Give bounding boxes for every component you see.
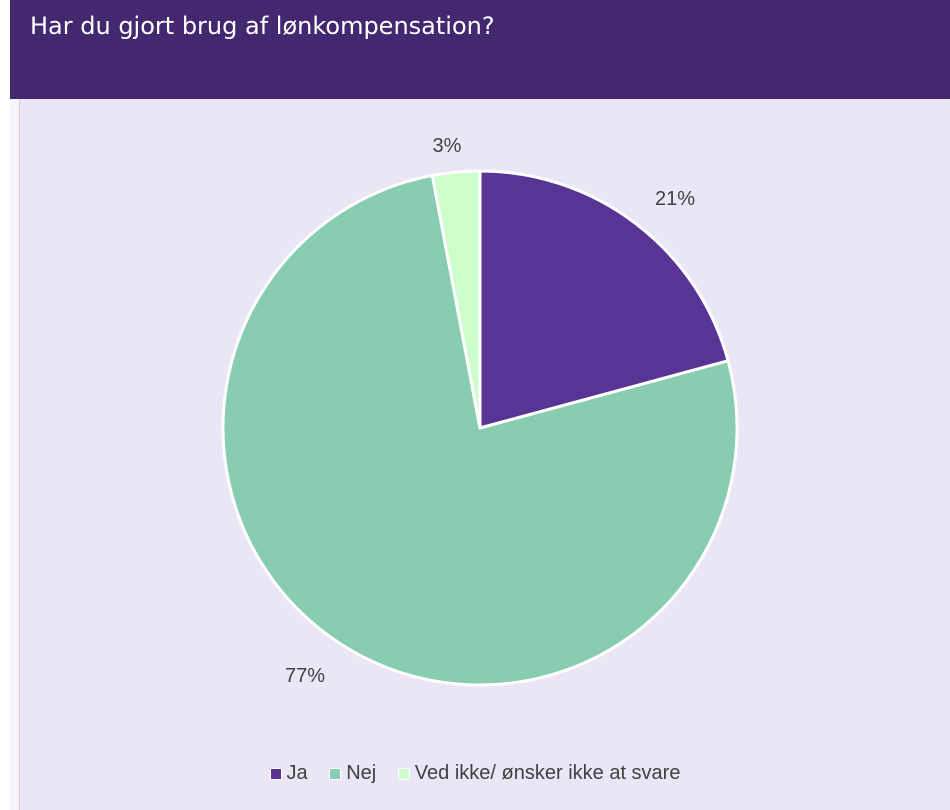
pie-slices xyxy=(221,169,739,687)
legend-item-ja: Ja xyxy=(269,762,308,785)
pie-slice-ja xyxy=(478,169,730,430)
chart-title: Har du gjort brug af lønkompensation? xyxy=(30,12,495,40)
side-strip xyxy=(10,99,19,810)
pie-slice-ved-ikke xyxy=(430,169,482,430)
legend-item-nej: Nej xyxy=(329,762,376,785)
legend-swatch-nej xyxy=(329,767,342,780)
data-label-nej: 77% xyxy=(285,665,325,687)
legend-swatch-ja xyxy=(269,767,282,780)
pie-slice-nej xyxy=(221,173,739,687)
legend-item-ved-ikke: Ved ikke/ ønsker ikke at svare xyxy=(397,762,681,785)
data-label-ja: 21% xyxy=(655,188,695,210)
data-label-ved-ikke: 3% xyxy=(433,135,462,157)
legend-swatch-ved-ikke xyxy=(397,767,410,780)
legend: Ja Nej Ved ikke/ ønsker ikke at svare xyxy=(0,762,950,786)
pie-labels: 21% 77% 3% xyxy=(285,135,695,687)
legend-label-ved-ikke: Ved ikke/ ønsker ikke at svare xyxy=(414,762,681,784)
legend-label-ja: Ja xyxy=(286,762,308,784)
chart-header: Har du gjort brug af lønkompensation? xyxy=(10,0,950,99)
legend-label-nej: Nej xyxy=(346,762,377,784)
